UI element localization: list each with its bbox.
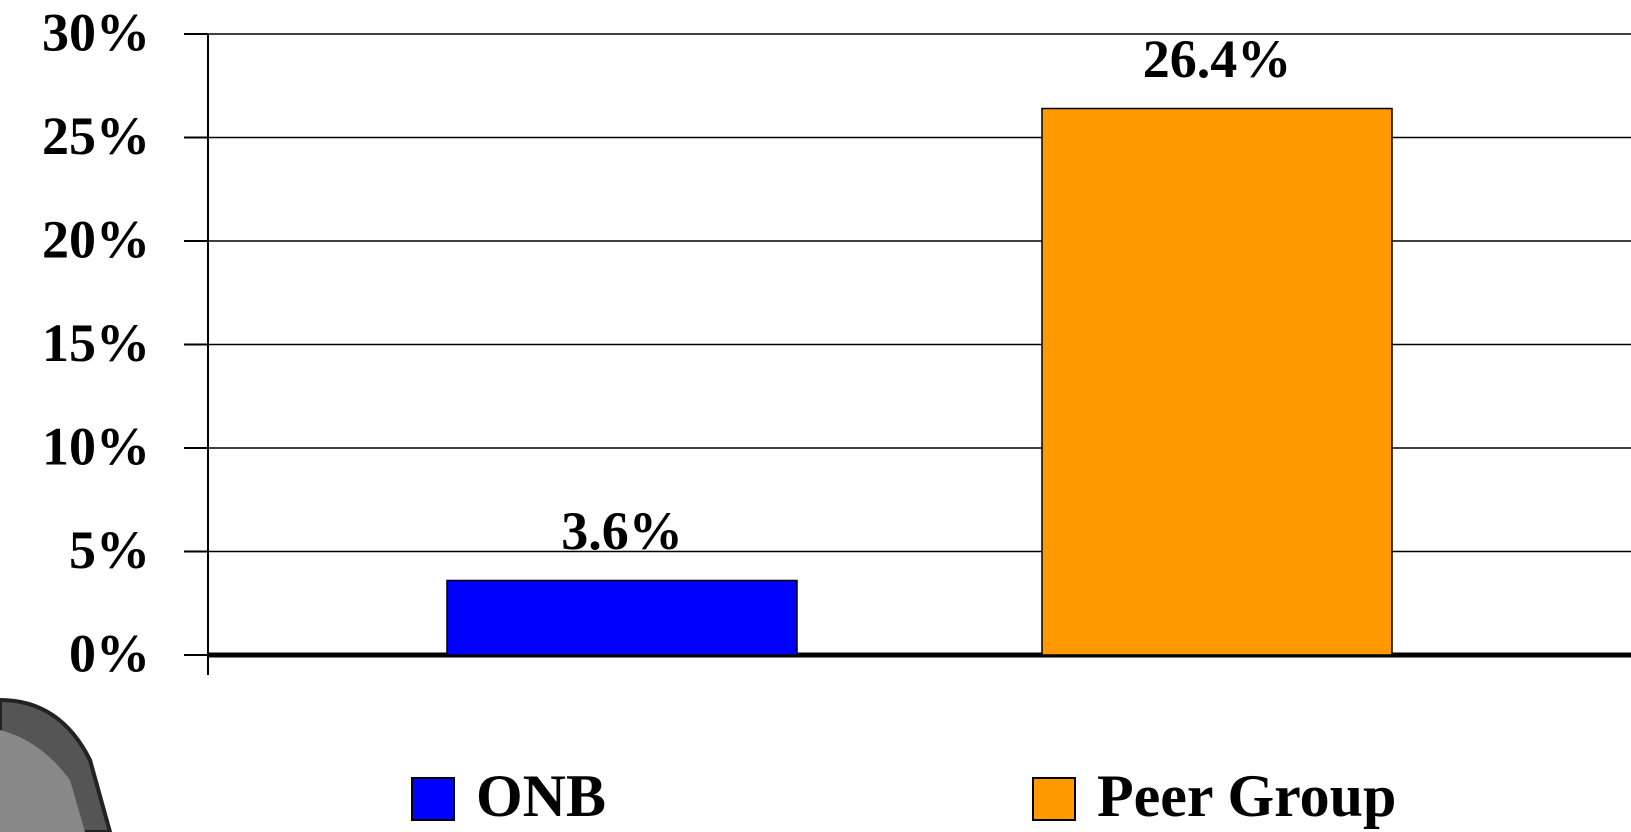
- value-label: 26.4%: [1143, 29, 1292, 89]
- legend-swatch: [1033, 778, 1075, 820]
- bar: [447, 580, 797, 655]
- y-tick-label: 25%: [42, 106, 150, 166]
- y-tick-label: 15%: [42, 313, 150, 373]
- y-tick-label: 30%: [42, 2, 150, 62]
- chart: 0% 5% 10% 15% 20% 25% 30% 3.6% 26.4% ONB Peer Grou…: [0, 0, 1631, 832]
- y-tick-label: 0%: [69, 623, 150, 683]
- bar: [1042, 109, 1392, 655]
- value-label: 3.6%: [561, 501, 683, 561]
- legend-swatch: [412, 778, 454, 820]
- y-tick-label: 10%: [42, 416, 150, 476]
- y-tick-label: 20%: [42, 209, 150, 269]
- legend-label: Peer Group: [1097, 763, 1396, 829]
- y-tick-label: 5%: [69, 520, 150, 580]
- legend-label: ONB: [476, 763, 606, 829]
